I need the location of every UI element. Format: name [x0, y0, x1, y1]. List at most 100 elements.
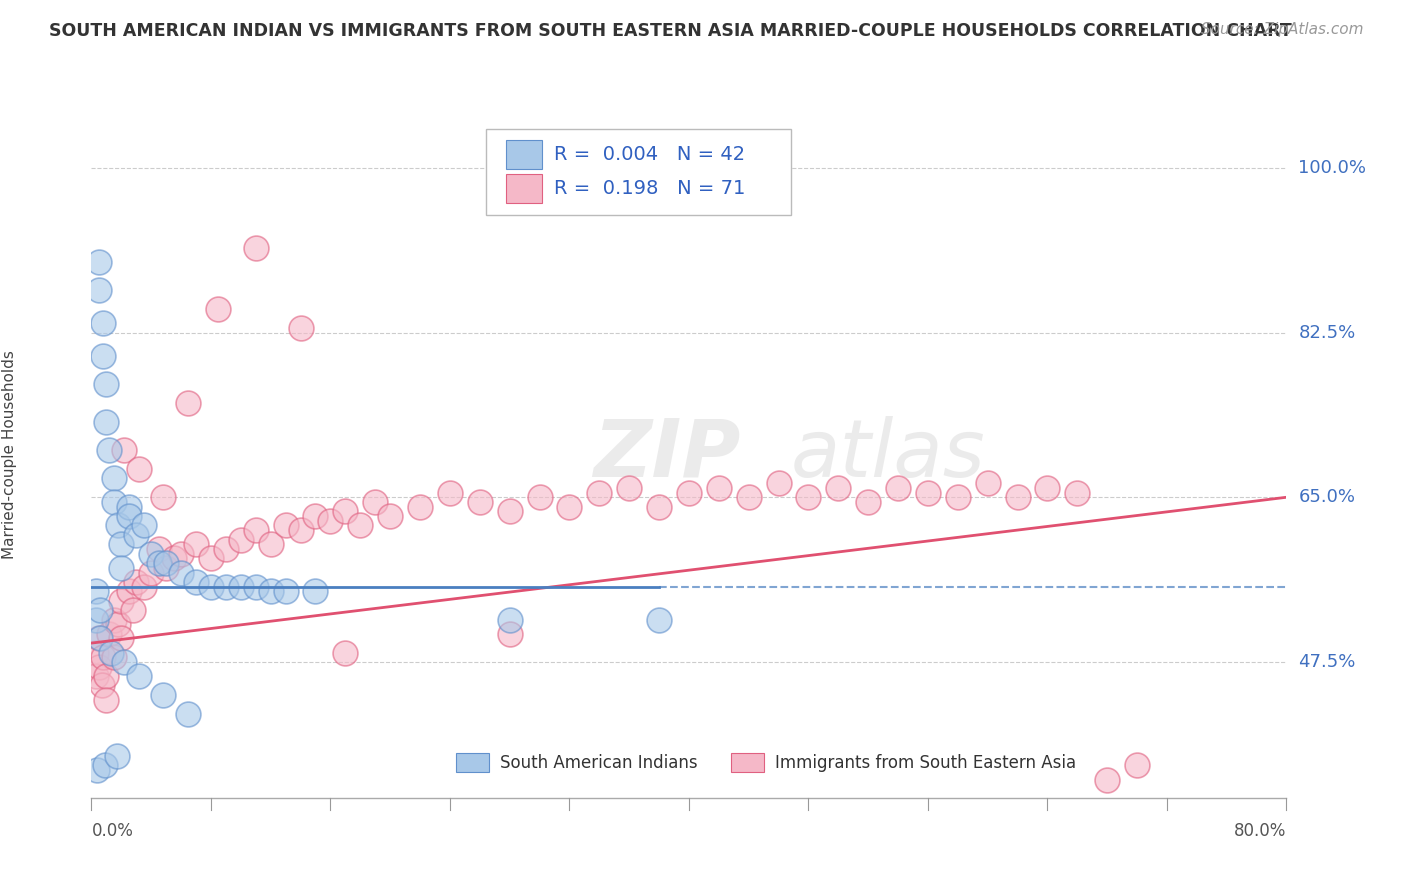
Text: 80.0%: 80.0%: [1234, 822, 1286, 840]
Point: [245, 523, 267, 537]
Point: [84, 646, 107, 660]
Point: [378, 509, 402, 524]
Point: [155, 561, 177, 575]
Point: [177, 396, 200, 410]
Text: Married-couple Households: Married-couple Households: [1, 351, 17, 559]
Point: [89, 632, 111, 646]
Point: [349, 518, 371, 533]
Point: [170, 547, 193, 561]
Point: [141, 547, 162, 561]
Text: ZIP: ZIP: [593, 416, 741, 494]
Point: [122, 603, 145, 617]
Point: [105, 749, 128, 764]
Point: [125, 528, 148, 542]
Text: 0.0%: 0.0%: [91, 822, 134, 840]
Point: [110, 632, 132, 646]
Point: [588, 485, 610, 500]
Point: [200, 580, 222, 594]
Point: [200, 551, 222, 566]
Point: [87, 659, 110, 673]
Text: R =  0.004   N = 42: R = 0.004 N = 42: [554, 145, 745, 163]
Point: [128, 462, 150, 476]
Point: [155, 556, 177, 570]
Point: [648, 613, 671, 627]
Point: [364, 495, 387, 509]
Bar: [456, 753, 489, 772]
Point: [118, 584, 141, 599]
Point: [290, 523, 312, 537]
Point: [96, 669, 118, 683]
Bar: [731, 753, 765, 772]
Point: [737, 490, 759, 504]
Point: [1126, 758, 1149, 772]
Point: [112, 655, 135, 669]
Point: [148, 556, 170, 570]
Point: [96, 415, 118, 429]
Point: [1036, 481, 1059, 495]
Point: [132, 518, 155, 533]
Point: [152, 688, 174, 702]
Point: [887, 481, 910, 495]
Point: [215, 541, 238, 556]
Point: [103, 613, 125, 627]
Text: Immigrants from South Eastern Asia: Immigrants from South Eastern Asia: [775, 754, 1076, 772]
Point: [319, 514, 342, 528]
Point: [946, 490, 969, 504]
Point: [827, 481, 849, 495]
Point: [409, 500, 432, 514]
Point: [558, 500, 581, 514]
Point: [107, 518, 129, 533]
Point: [1066, 485, 1088, 500]
Point: [89, 603, 111, 617]
Point: [98, 626, 121, 640]
Point: [148, 541, 170, 556]
Point: [229, 533, 252, 547]
Point: [976, 476, 998, 491]
Point: [141, 566, 162, 580]
Point: [93, 650, 115, 665]
Point: [162, 551, 184, 566]
Point: [100, 646, 122, 660]
Point: [856, 495, 880, 509]
Point: [797, 490, 820, 504]
Point: [98, 443, 121, 458]
Text: Source: ZipAtlas.com: Source: ZipAtlas.com: [1201, 22, 1364, 37]
Point: [84, 584, 107, 599]
Point: [498, 613, 520, 627]
Point: [90, 678, 112, 692]
Bar: [506, 140, 541, 169]
Point: [648, 500, 671, 514]
Point: [177, 706, 200, 721]
Point: [86, 763, 108, 777]
Point: [125, 574, 148, 589]
Point: [170, 566, 193, 580]
Point: [439, 485, 461, 500]
FancyBboxPatch shape: [486, 128, 790, 215]
Point: [132, 580, 155, 594]
Point: [619, 481, 641, 495]
Point: [1007, 490, 1029, 504]
Point: [207, 302, 229, 317]
Point: [290, 321, 312, 335]
Point: [93, 349, 115, 363]
Point: [110, 537, 132, 551]
Point: [498, 626, 520, 640]
Point: [304, 584, 326, 599]
Point: [1097, 772, 1119, 787]
Point: [678, 485, 700, 500]
Text: 47.5%: 47.5%: [1299, 653, 1355, 671]
Point: [184, 574, 207, 589]
Point: [96, 377, 118, 392]
Point: [215, 580, 238, 594]
Point: [94, 758, 117, 772]
Text: SOUTH AMERICAN INDIAN VS IMMIGRANTS FROM SOUTH EASTERN ASIA MARRIED-COUPLE HOUSE: SOUTH AMERICAN INDIAN VS IMMIGRANTS FROM…: [49, 22, 1292, 40]
Point: [103, 495, 125, 509]
Point: [118, 509, 141, 524]
Point: [259, 537, 281, 551]
Point: [110, 561, 132, 575]
Point: [529, 490, 551, 504]
Point: [274, 518, 297, 533]
Point: [229, 580, 252, 594]
Point: [84, 669, 107, 683]
Text: atlas: atlas: [790, 416, 986, 494]
